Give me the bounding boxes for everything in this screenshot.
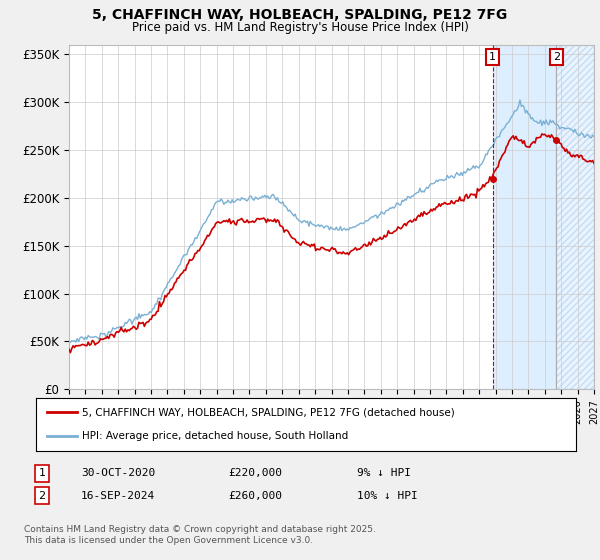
Bar — [493, 45, 556, 389]
Text: 2: 2 — [38, 491, 46, 501]
Text: HPI: Average price, detached house, South Holland: HPI: Average price, detached house, Sout… — [82, 431, 348, 441]
Text: 1: 1 — [38, 468, 46, 478]
Text: 2: 2 — [553, 52, 560, 62]
Text: Contains HM Land Registry data © Crown copyright and database right 2025.
This d: Contains HM Land Registry data © Crown c… — [24, 525, 376, 545]
Text: 5, CHAFFINCH WAY, HOLBEACH, SPALDING, PE12 7FG: 5, CHAFFINCH WAY, HOLBEACH, SPALDING, PE… — [92, 8, 508, 22]
Text: 5, CHAFFINCH WAY, HOLBEACH, SPALDING, PE12 7FG (detached house): 5, CHAFFINCH WAY, HOLBEACH, SPALDING, PE… — [82, 408, 455, 418]
Text: £220,000: £220,000 — [228, 468, 282, 478]
Text: 1: 1 — [489, 52, 496, 62]
Text: £260,000: £260,000 — [228, 491, 282, 501]
Text: 30-OCT-2020: 30-OCT-2020 — [81, 468, 155, 478]
Bar — [556, 45, 594, 389]
Text: 10% ↓ HPI: 10% ↓ HPI — [357, 491, 418, 501]
Text: 9% ↓ HPI: 9% ↓ HPI — [357, 468, 411, 478]
Text: 16-SEP-2024: 16-SEP-2024 — [81, 491, 155, 501]
Text: Price paid vs. HM Land Registry's House Price Index (HPI): Price paid vs. HM Land Registry's House … — [131, 21, 469, 34]
